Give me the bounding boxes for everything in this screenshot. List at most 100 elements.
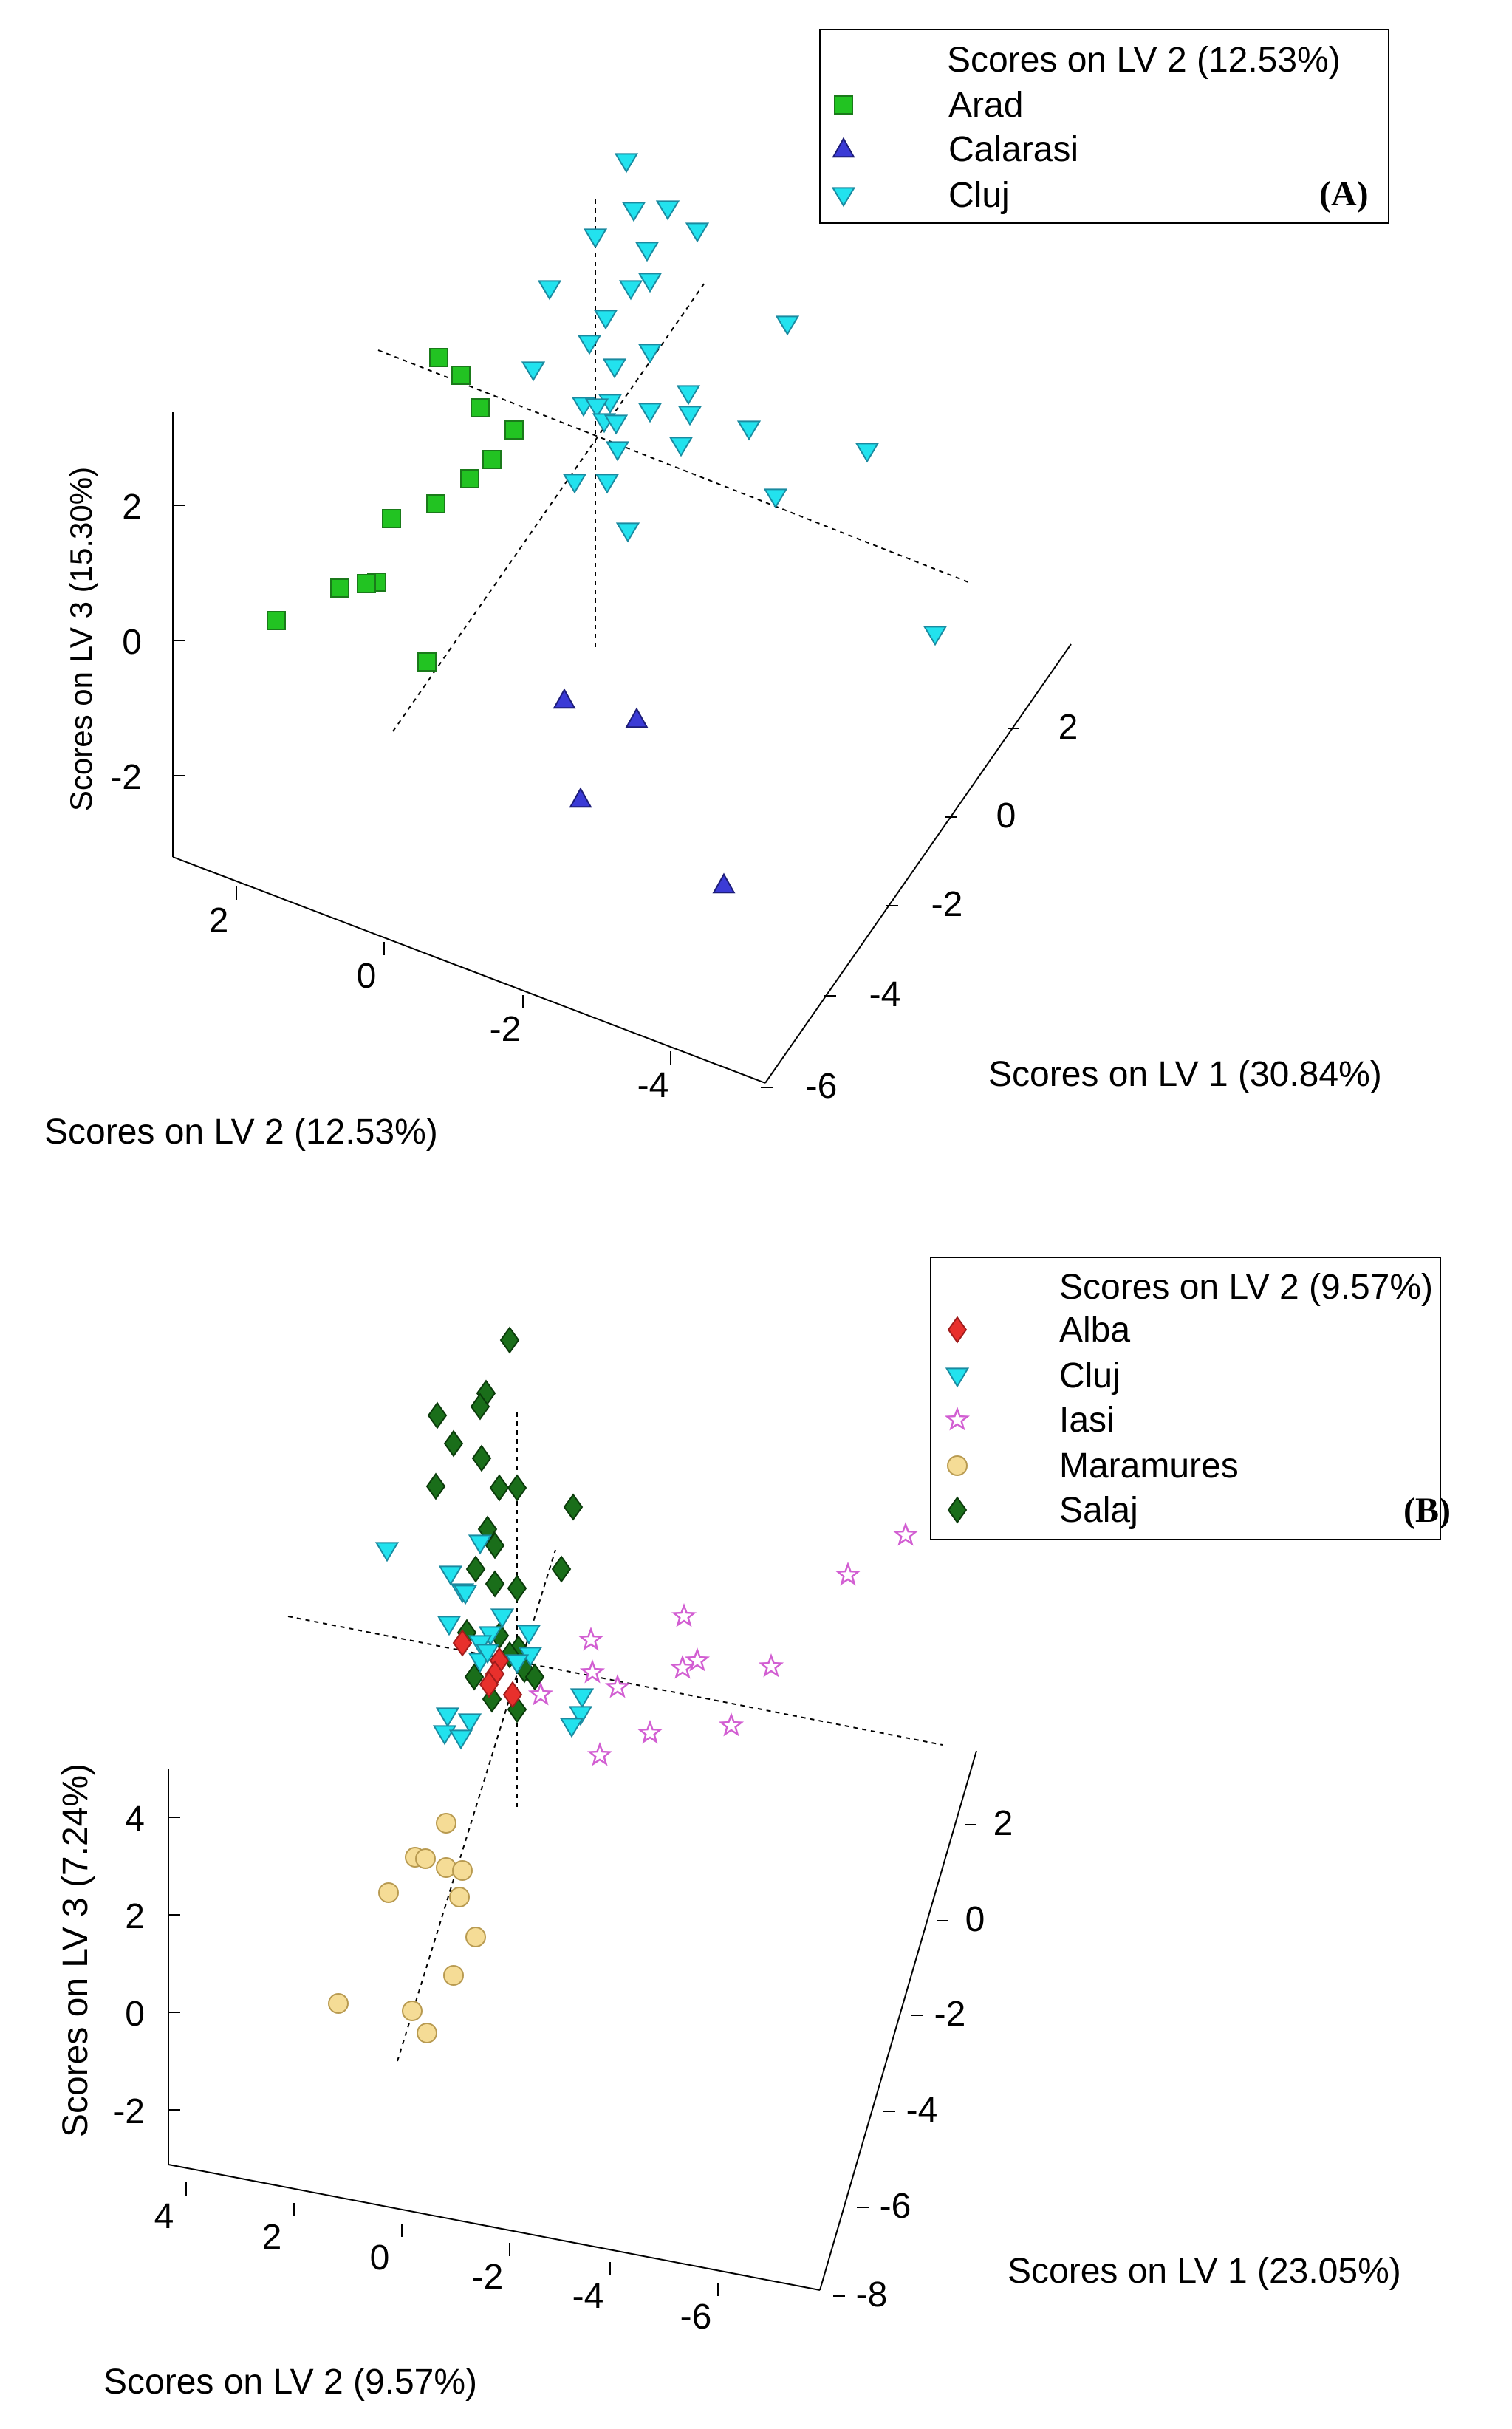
x-tick-label: 2 bbox=[1058, 708, 1078, 747]
x-tick-label: 0 bbox=[965, 1900, 985, 1939]
x-tick-label: 0 bbox=[996, 796, 1016, 836]
legend-entry: Arad bbox=[948, 86, 1023, 125]
x-axis bbox=[764, 643, 1072, 1084]
point-arad bbox=[460, 469, 479, 488]
point-cluj bbox=[584, 398, 609, 419]
point-salaj bbox=[465, 1555, 486, 1583]
panel-a: 2 0 -2 Scores on LV 3 (15.30%) 2 0 -2 -4 Scores … bbox=[44, 29, 1389, 1152]
y-tick-label: -2 bbox=[472, 2258, 504, 2297]
point-arad bbox=[357, 574, 376, 593]
point-cluj bbox=[634, 242, 660, 262]
point-cluj bbox=[490, 1608, 515, 1629]
origin-axis bbox=[392, 280, 707, 732]
point-maramures bbox=[402, 2001, 423, 2021]
point-cluj bbox=[593, 310, 618, 330]
point-cluj bbox=[621, 202, 646, 222]
x-tick-label: -2 bbox=[931, 885, 963, 924]
point-maramures bbox=[443, 1965, 464, 1986]
point-iasi bbox=[586, 1741, 613, 1766]
point-salaj bbox=[947, 1496, 968, 1524]
point-cluj bbox=[457, 1713, 482, 1734]
point-alba bbox=[452, 1629, 473, 1657]
point-alba bbox=[479, 1670, 499, 1698]
point-maramures bbox=[436, 1813, 456, 1834]
point-cluj bbox=[618, 280, 643, 301]
y-tick-label: 0 bbox=[370, 2238, 390, 2278]
legend-entry: Maramures bbox=[1059, 1446, 1239, 1486]
point-maramures bbox=[415, 1848, 436, 1869]
x-axis-label: Scores on LV 1 (30.84%) bbox=[988, 1055, 1382, 1094]
point-cluj bbox=[775, 315, 800, 336]
point-arad bbox=[834, 95, 853, 115]
point-salaj bbox=[470, 1393, 490, 1421]
z-tick-label: 0 bbox=[125, 1995, 145, 2034]
x-tick-label: -8 bbox=[856, 2275, 888, 2314]
point-cluj bbox=[602, 358, 627, 379]
point-maramures bbox=[378, 1882, 399, 1903]
point-iasi bbox=[637, 1719, 663, 1744]
point-cluj bbox=[945, 1367, 970, 1388]
z-tick-label: -2 bbox=[113, 2092, 145, 2131]
point-cluj bbox=[448, 1729, 473, 1750]
x-tick-label: -4 bbox=[869, 975, 901, 1014]
point-arad bbox=[426, 494, 445, 513]
point-arad bbox=[267, 611, 286, 630]
y-axis-label: Scores on LV 2 (9.57%) bbox=[103, 2363, 477, 2402]
point-iasi bbox=[671, 1602, 697, 1627]
point-cluj bbox=[763, 488, 788, 509]
point-cluj bbox=[637, 273, 663, 293]
point-salaj bbox=[507, 1574, 527, 1602]
y-tick-label: -6 bbox=[680, 2298, 712, 2337]
legend-entry: Cluj bbox=[948, 176, 1010, 215]
panel-label: (A) bbox=[1319, 174, 1369, 213]
point-iasi bbox=[604, 1673, 631, 1698]
point-cluj bbox=[453, 1585, 478, 1605]
point-cluj bbox=[831, 187, 856, 208]
point-arad bbox=[330, 578, 349, 598]
legend-entry: Cluj bbox=[1059, 1356, 1121, 1395]
panel-label: (B) bbox=[1403, 1491, 1451, 1530]
point-salaj bbox=[485, 1570, 505, 1598]
point-iasi bbox=[892, 1521, 919, 1546]
z-axis-label: Scores on LV 3 (15.30%) bbox=[64, 467, 98, 811]
y-axis bbox=[172, 856, 766, 1084]
point-cluj bbox=[475, 1644, 500, 1664]
point-cluj bbox=[615, 522, 640, 543]
point-salaj bbox=[427, 1401, 448, 1429]
point-cluj bbox=[583, 228, 608, 249]
z-axis-label: Scores on LV 3 (7.24%) bbox=[56, 1763, 95, 2137]
point-cluj bbox=[374, 1542, 400, 1562]
point-cluj bbox=[736, 420, 762, 441]
point-cluj bbox=[637, 344, 663, 364]
point-arad bbox=[482, 450, 502, 469]
y-tick-label: -4 bbox=[637, 1066, 669, 1105]
point-salaj bbox=[485, 1531, 505, 1559]
panel-b: 4 2 0 -2 Scores on LV 3 (7.24%) 4 2 0 -2 -4 -6 Scor… bbox=[56, 1257, 1451, 2402]
legend-title: Scores on LV 2 (12.53%) bbox=[947, 41, 1341, 80]
y-tick-label: 4 bbox=[154, 2197, 174, 2236]
legend-entry: Salaj bbox=[1059, 1491, 1138, 1530]
point-cluj bbox=[677, 406, 702, 426]
point-cluj bbox=[668, 437, 694, 457]
legend-box bbox=[930, 1257, 1441, 1540]
point-arad bbox=[451, 366, 471, 385]
point-alba bbox=[502, 1681, 523, 1709]
point-cluj bbox=[537, 280, 562, 301]
point-cluj bbox=[504, 1654, 530, 1675]
y-tick-label: -4 bbox=[572, 2277, 604, 2316]
point-cluj bbox=[603, 414, 629, 435]
y-tick-label: 0 bbox=[357, 957, 377, 996]
point-cluj bbox=[521, 361, 546, 382]
y-tick-label: 2 bbox=[209, 901, 229, 940]
point-salaj bbox=[499, 1326, 520, 1354]
point-salaj bbox=[489, 1474, 510, 1502]
y-tick-label: -2 bbox=[490, 1010, 521, 1049]
point-cluj bbox=[923, 626, 948, 646]
point-iasi bbox=[835, 1561, 861, 1586]
x-axis-label: Scores on LV 1 (23.05%) bbox=[1008, 2252, 1401, 2291]
y-axis-label: Scores on LV 2 (12.53%) bbox=[44, 1113, 438, 1152]
point-iasi bbox=[944, 1406, 971, 1431]
point-alba bbox=[947, 1316, 968, 1344]
point-salaj bbox=[425, 1472, 446, 1500]
point-cluj bbox=[468, 1534, 493, 1555]
